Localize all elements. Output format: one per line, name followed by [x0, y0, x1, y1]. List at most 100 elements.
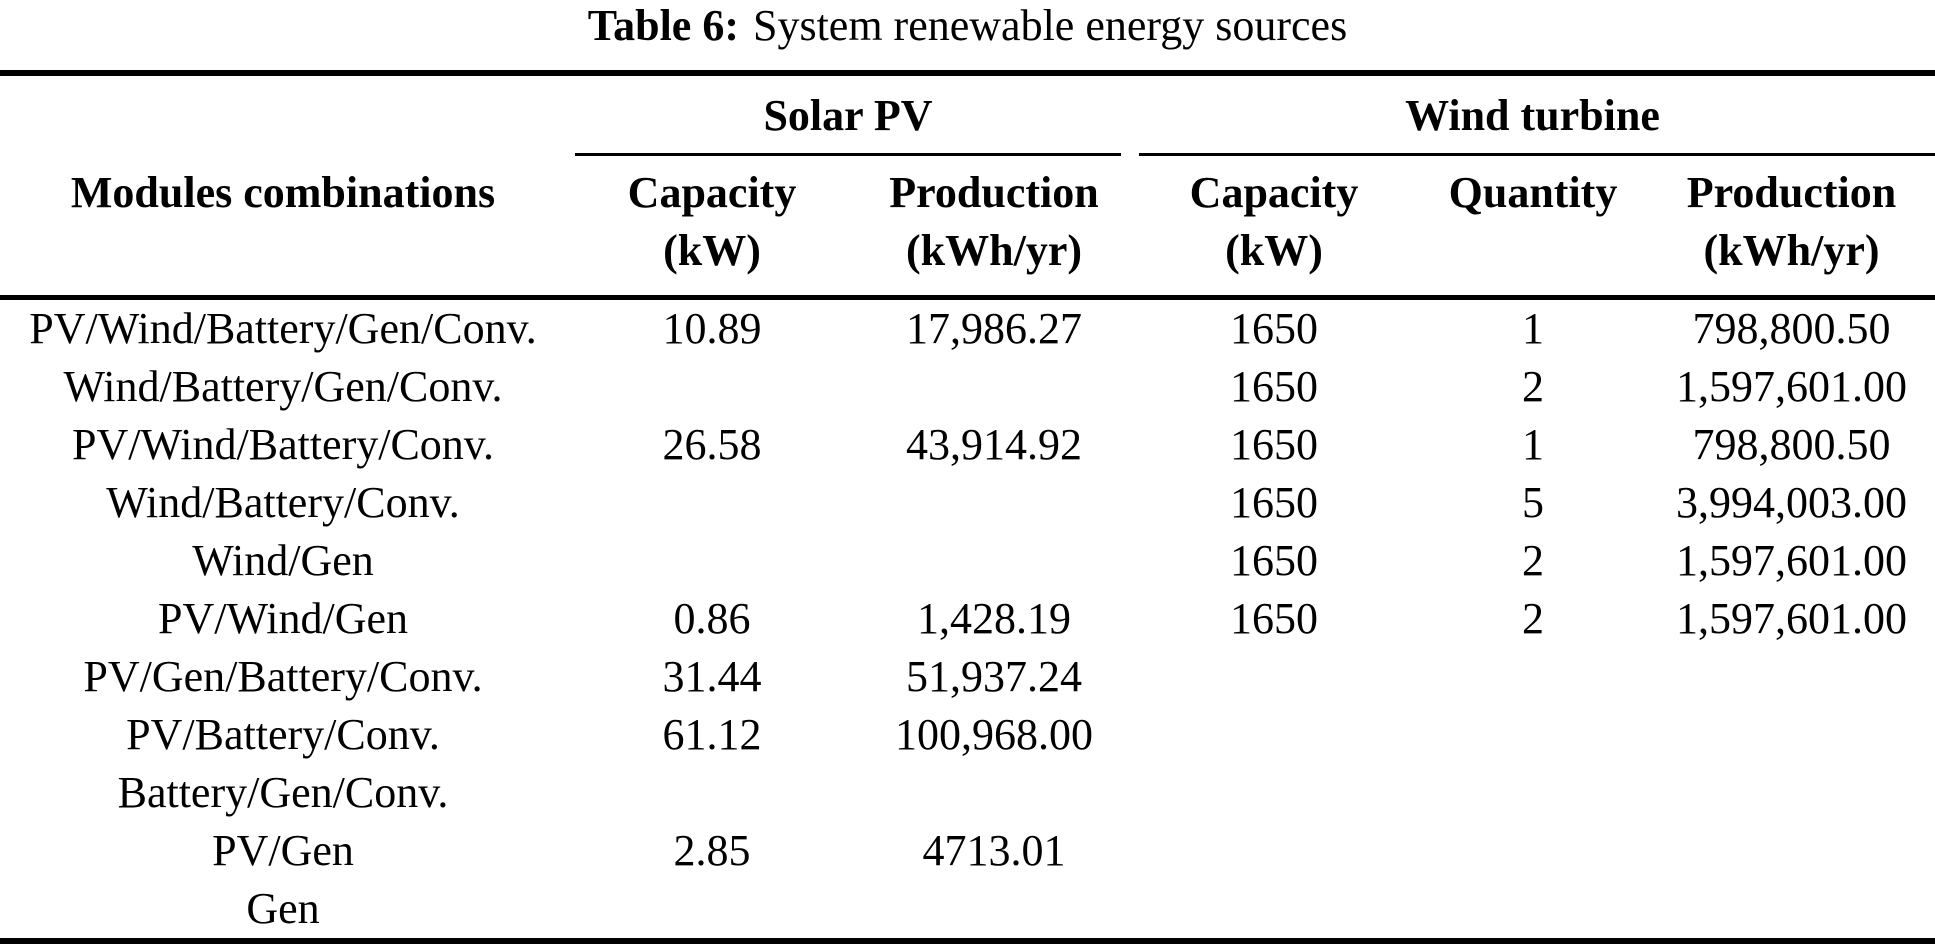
table-cell: 1650 — [1230, 304, 1318, 353]
spanner-empty-cell — [0, 73, 566, 156]
header-label: Modules combinations — [70, 168, 496, 217]
table-cell: 1,597,601.00 — [1676, 536, 1907, 585]
header-unit-label: (kWh/yr) — [1703, 226, 1880, 275]
renewable-energy-table: Solar PV Wind turbine Modules combinatio… — [0, 70, 1935, 944]
table-caption: Table 6: System renewable energy sources — [0, 0, 1935, 52]
table-cell: 1,428.19 — [917, 594, 1071, 643]
table-cell: Battery/Gen/Conv. — [117, 768, 449, 817]
table-row: Wind/Battery/Gen/Conv. 1650 2 1,597,601.00 — [0, 358, 1935, 416]
table-cell: 1 — [1522, 304, 1544, 353]
table-cell: 10.89 — [662, 304, 762, 353]
table-cell — [1648, 822, 1935, 880]
table-row: Wind/Battery/Conv. 1650 5 3,994,003.00 — [0, 474, 1935, 532]
table-cell: PV/Battery/Conv. — [126, 710, 440, 759]
table-cell: Wind/Gen — [192, 536, 374, 585]
header-label: Quantity — [1448, 168, 1618, 217]
table-cell — [1130, 880, 1418, 941]
table-caption-label: Table 6: — [587, 1, 739, 50]
table-cell: 31.44 — [662, 652, 762, 701]
header-unit-label: (kWh/yr) — [906, 226, 1082, 275]
header-unit-label: (kW) — [663, 226, 761, 275]
table-cell: 3,994,003.00 — [1676, 478, 1907, 527]
header-solar-capacity: Capacity (kW) — [566, 156, 858, 300]
table-cell: 4713.01 — [922, 826, 1066, 875]
table-cell — [566, 532, 858, 590]
table-cell: 1650 — [1230, 420, 1318, 469]
table-cell: PV/Gen — [212, 826, 354, 875]
table-cell — [1418, 822, 1648, 880]
table-cell: 51,937.24 — [906, 652, 1082, 701]
table-cell: PV/Gen/Battery/Conv. — [83, 652, 483, 701]
table-cell: 61.12 — [662, 710, 762, 759]
table-cell: PV/Wind/Battery/Conv. — [72, 420, 494, 469]
table-cell: 26.58 — [662, 420, 762, 469]
table-cell — [1418, 764, 1648, 822]
header-label: Capacity — [627, 168, 797, 217]
header-wind-quantity: Quantity — [1418, 156, 1648, 300]
table-cell: 100,968.00 — [895, 710, 1093, 759]
header-solar-production: Production (kWh/yr) — [858, 156, 1130, 300]
spanner-solar-pv-label: Solar PV — [763, 91, 933, 140]
table-cell: PV/Wind/Battery/Gen/Conv. — [29, 304, 537, 353]
table-cell: 2.85 — [673, 826, 751, 875]
table-head: Solar PV Wind turbine Modules combinatio… — [0, 73, 1935, 300]
table-cell: 17,986.27 — [906, 304, 1082, 353]
table-cell: 1,597,601.00 — [1676, 362, 1907, 411]
header-modules-combinations: Modules combinations — [0, 156, 566, 300]
table-cell: 1,597,601.00 — [1676, 594, 1907, 643]
table-cell: Gen — [246, 884, 320, 933]
table-cell — [1648, 648, 1935, 706]
header-label: Production — [889, 168, 1099, 217]
table-row: PV/Battery/Conv. 61.12 100,968.00 — [0, 706, 1935, 764]
table-row: Gen — [0, 880, 1935, 941]
table-cell — [1130, 822, 1418, 880]
header-label: Production — [1686, 168, 1897, 217]
spanner-wind-turbine-label: Wind turbine — [1405, 91, 1660, 140]
table-cell — [1130, 648, 1418, 706]
wind-turbine-rule — [1139, 153, 1935, 156]
table-row: PV/Gen 2.85 4713.01 — [0, 822, 1935, 880]
table-cell: 1650 — [1230, 536, 1318, 585]
table-row: Wind/Gen 1650 2 1,597,601.00 — [0, 532, 1935, 590]
header-wind-capacity: Capacity (kW) — [1130, 156, 1418, 300]
table-cell: PV/Wind/Gen — [158, 594, 408, 643]
table-cell: 0.86 — [673, 594, 751, 643]
table-cell — [858, 764, 1130, 822]
spanner-row: Solar PV Wind turbine — [0, 73, 1935, 156]
table-cell: Wind/Battery/Conv. — [106, 478, 460, 527]
table-cell: 1650 — [1230, 478, 1318, 527]
header-wind-production: Production (kWh/yr) — [1648, 156, 1935, 300]
table-cell — [566, 358, 858, 416]
spanner-wind-turbine: Wind turbine — [1130, 73, 1935, 156]
spanner-solar-pv: Solar PV — [566, 73, 1130, 156]
table-cell: 2 — [1522, 594, 1544, 643]
header-unit-label: (kW) — [1225, 226, 1323, 275]
table-row: Battery/Gen/Conv. — [0, 764, 1935, 822]
table-caption-text: System renewable energy sources — [752, 1, 1348, 50]
header-label: Capacity — [1189, 168, 1359, 217]
table-cell: Wind/Battery/Gen/Conv. — [63, 362, 503, 411]
table-row: PV/Wind/Battery/Conv. 26.58 43,914.92 1650 1… — [0, 416, 1935, 474]
table-body: PV/Wind/Battery/Gen/Conv. 10.89 17,986.27 1… — [0, 298, 1935, 942]
table-cell — [1648, 706, 1935, 764]
table-cell: 798,800.50 — [1692, 304, 1891, 353]
table-cell: 2 — [1522, 362, 1544, 411]
table-cell: 1650 — [1230, 594, 1318, 643]
table-cell: 43,914.92 — [906, 420, 1082, 469]
table-cell — [858, 880, 1130, 941]
table-cell: 1 — [1522, 420, 1544, 469]
table-cell: 5 — [1522, 478, 1544, 527]
column-header-row: Modules combinations Capacity (kW) Produ… — [0, 156, 1935, 300]
table-cell: 1650 — [1230, 362, 1318, 411]
solar-pv-rule — [575, 153, 1121, 156]
table-cell — [1130, 706, 1418, 764]
table-cell — [566, 880, 858, 941]
table-cell — [1130, 764, 1418, 822]
table-cell — [1418, 880, 1648, 941]
table-cell — [858, 474, 1130, 532]
table-cell: 798,800.50 — [1692, 420, 1891, 469]
table-cell — [566, 764, 858, 822]
table-cell — [566, 474, 858, 532]
table-cell — [1648, 880, 1935, 941]
table-cell — [858, 358, 1130, 416]
